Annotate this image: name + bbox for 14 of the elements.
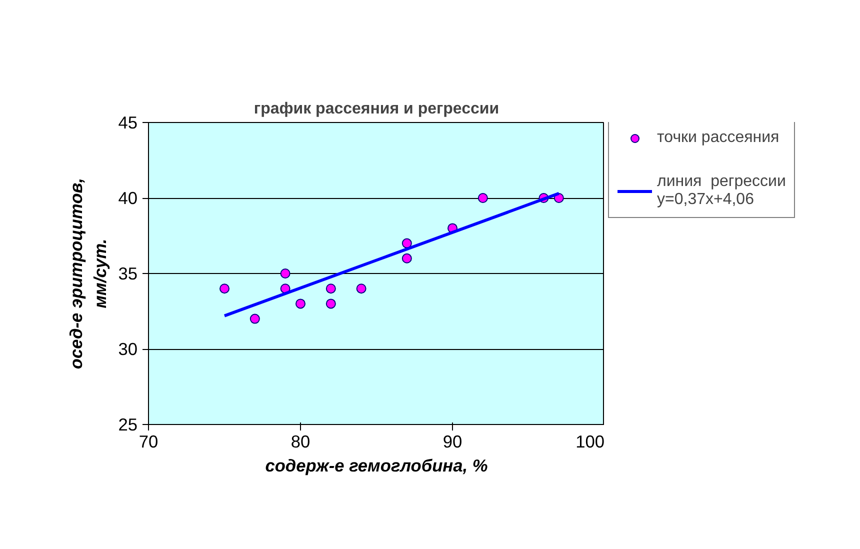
legend-label: линия регрессии y=0,37x+4,06 (657, 173, 786, 209)
x-tick-label: 100 (576, 432, 605, 452)
y-tick-label: 45 (118, 112, 138, 132)
legend-label: точки рассеяния (657, 129, 780, 147)
y-tick-label: 40 (118, 188, 138, 208)
x-tick-label: 80 (290, 432, 310, 452)
y-tick-label: 35 (118, 264, 138, 284)
y-tick-label: 25 (118, 414, 138, 434)
chart-title: график рассеяния и регрессии (254, 100, 500, 118)
y-tick-label: 30 (118, 339, 138, 359)
x-axis-title: содерж-е гемоглобина, % (265, 456, 488, 476)
x-tick-label: 70 (138, 432, 158, 452)
x-tick-label: 90 (442, 432, 462, 452)
y-axis-title: осед-е эритроцитов, мм/сут. (66, 178, 110, 370)
